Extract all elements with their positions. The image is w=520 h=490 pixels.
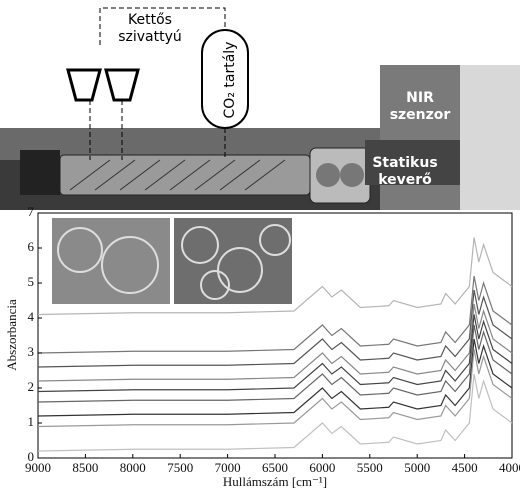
y-tick-label: 5 (28, 274, 35, 289)
pump (68, 70, 138, 100)
nir-box (380, 65, 460, 210)
x-tick-label: 5500 (357, 460, 383, 475)
x-tick-label: 7500 (167, 460, 193, 475)
y-tick-label: 7 (28, 204, 35, 219)
y-tick-label: 3 (28, 344, 35, 359)
background (460, 65, 520, 210)
y-tick-label: 6 (28, 239, 35, 254)
hopper (20, 150, 60, 195)
x-tick-label: 7000 (215, 460, 241, 475)
y-tick-label: 2 (28, 379, 35, 394)
y-axis-label: Abszorbancia (4, 299, 19, 371)
x-axis-label: Hullámszám [cm⁻¹] (223, 474, 327, 489)
extruder (60, 155, 310, 195)
x-tick-label: 4000 (499, 460, 520, 475)
y-tick-label: 1 (28, 414, 35, 429)
tank-label: CO₂ tartály (222, 42, 238, 119)
gear (340, 163, 364, 187)
x-tick-label: 6500 (262, 460, 288, 475)
y-tick-label: 4 (28, 309, 35, 324)
x-tick-label: 6000 (309, 460, 335, 475)
x-tick-label: 9000 (25, 460, 51, 475)
figure: Kettősszivattyú CO₂ tartály NIRszenzor S… (0, 0, 520, 490)
x-tick-label: 4500 (452, 460, 478, 475)
x-tick-label: 5000 (404, 460, 430, 475)
x-tick-label: 8500 (72, 460, 98, 475)
x-tick-label: 8000 (120, 460, 146, 475)
gear (316, 163, 340, 187)
